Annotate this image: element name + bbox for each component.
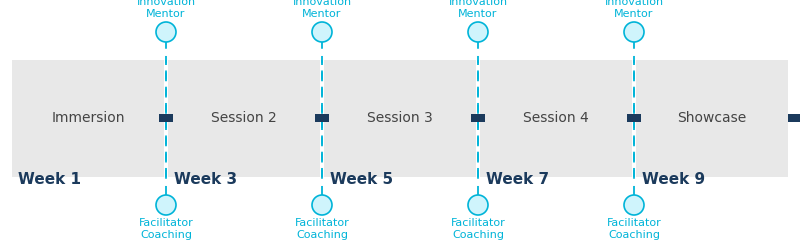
Text: Session 2: Session 2 bbox=[211, 111, 277, 125]
FancyBboxPatch shape bbox=[159, 114, 173, 122]
Text: Week 5: Week 5 bbox=[330, 172, 393, 187]
Text: Week 1: Week 1 bbox=[18, 172, 81, 187]
Text: Week 9: Week 9 bbox=[642, 172, 705, 187]
FancyBboxPatch shape bbox=[636, 60, 788, 177]
FancyBboxPatch shape bbox=[168, 60, 320, 177]
Text: Week 3: Week 3 bbox=[174, 172, 237, 187]
Text: Innovation
Mentor: Innovation Mentor bbox=[449, 0, 507, 19]
Circle shape bbox=[624, 195, 644, 215]
Text: Session 3: Session 3 bbox=[367, 111, 433, 125]
Text: Innovation
Mentor: Innovation Mentor bbox=[605, 0, 663, 19]
FancyBboxPatch shape bbox=[627, 114, 641, 122]
Text: Week 7: Week 7 bbox=[486, 172, 549, 187]
Circle shape bbox=[468, 195, 488, 215]
Circle shape bbox=[156, 22, 176, 42]
FancyBboxPatch shape bbox=[471, 114, 485, 122]
Circle shape bbox=[312, 195, 332, 215]
Text: Innovation
Mentor: Innovation Mentor bbox=[293, 0, 351, 19]
Text: Immersion: Immersion bbox=[51, 111, 125, 125]
FancyBboxPatch shape bbox=[324, 60, 476, 177]
FancyBboxPatch shape bbox=[788, 114, 800, 122]
FancyBboxPatch shape bbox=[315, 114, 329, 122]
Text: Innovation
Mentor: Innovation Mentor bbox=[137, 0, 195, 19]
Text: Facilitator
Coaching: Facilitator Coaching bbox=[138, 218, 194, 240]
Circle shape bbox=[624, 22, 644, 42]
FancyBboxPatch shape bbox=[12, 60, 164, 177]
Text: Facilitator
Coaching: Facilitator Coaching bbox=[450, 218, 506, 240]
Text: Showcase: Showcase bbox=[678, 111, 746, 125]
Circle shape bbox=[468, 22, 488, 42]
Text: Facilitator
Coaching: Facilitator Coaching bbox=[606, 218, 662, 240]
Circle shape bbox=[312, 22, 332, 42]
FancyBboxPatch shape bbox=[480, 60, 632, 177]
Circle shape bbox=[156, 195, 176, 215]
Text: Session 4: Session 4 bbox=[523, 111, 589, 125]
Text: Facilitator
Coaching: Facilitator Coaching bbox=[294, 218, 350, 240]
